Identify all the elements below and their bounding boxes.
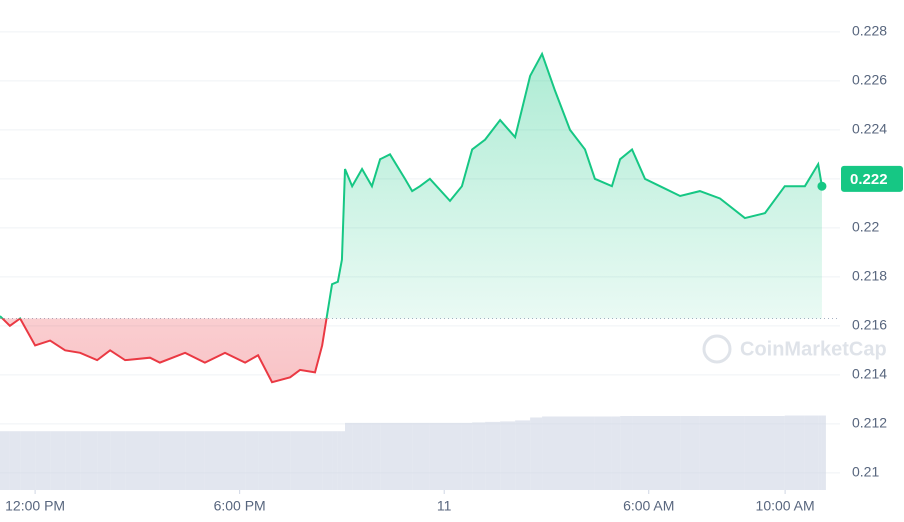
volume-bar (315, 431, 323, 490)
x-tick-label: 6:00 AM (623, 498, 674, 514)
volume-bar (272, 431, 291, 490)
volume-bar (594, 416, 612, 490)
y-tick-label: 0.226 (852, 72, 887, 88)
volume-bar (515, 420, 531, 490)
volume-bar (530, 417, 543, 490)
volume-bar (429, 422, 450, 490)
volume-bar (680, 416, 700, 490)
volume-bar (0, 431, 10, 490)
volume-bar (322, 431, 333, 490)
volume-bar (290, 431, 300, 490)
price-line (0, 51, 823, 319)
watermark-text: CoinMarketCap (740, 338, 887, 360)
volume-bar (110, 431, 126, 490)
x-tick-label: 10:00 AM (756, 498, 815, 514)
volume-bar (9, 431, 21, 490)
y-tick-label: 0.216 (852, 317, 887, 333)
volume-bar (555, 416, 570, 490)
volume-bar (50, 431, 66, 490)
volume-bar (204, 431, 225, 490)
volume-bar (450, 422, 462, 490)
volume-bar (645, 416, 660, 490)
volume-bar (660, 416, 681, 490)
watermark: CoinMarketCap (702, 334, 887, 364)
volume-bar (720, 416, 745, 490)
volume-bar (542, 416, 555, 490)
y-tick-label: 0.214 (852, 366, 887, 382)
volume-bar (159, 431, 186, 490)
volume-bar (345, 422, 353, 490)
volume-bar (632, 416, 645, 490)
volume-bar (20, 431, 36, 490)
area-down (0, 318, 822, 383)
volume-bar (570, 416, 585, 490)
volume-bar (472, 422, 486, 490)
volume-bar (352, 422, 363, 490)
volume-bar (337, 431, 342, 490)
volume-bar (405, 422, 413, 490)
y-tick-label: 0.22 (852, 219, 879, 235)
volume-bar (821, 415, 826, 490)
x-tick-label: 11 (437, 498, 452, 514)
price-tag (841, 165, 903, 192)
y-tick-label: 0.228 (852, 23, 887, 39)
volume-bar (380, 422, 390, 490)
volume-bar (371, 422, 381, 490)
volume-bar (585, 416, 595, 490)
volume-bar (420, 422, 430, 490)
volume-bar (804, 415, 819, 490)
volume-bar (620, 416, 633, 490)
volume-bar (300, 431, 315, 490)
volume-bar (245, 431, 259, 490)
volume-bar (699, 416, 720, 490)
volume-bar (258, 431, 273, 490)
volume-bar (362, 422, 372, 490)
volume-bar (485, 421, 501, 490)
y-tick-label: 0.21 (852, 464, 879, 480)
volume-bar (611, 416, 621, 490)
y-tick-label: 0.218 (852, 268, 887, 284)
volume-bar (341, 431, 345, 490)
volume-bar (412, 422, 420, 490)
y-tick-label: 0.212 (852, 415, 887, 431)
volume-bar (97, 431, 111, 490)
volume-bar (784, 415, 805, 490)
price-tag-label: 0.222 (850, 171, 888, 188)
volume-bar (765, 416, 785, 490)
watermark-logo (702, 334, 732, 364)
volume-bar (150, 431, 160, 490)
volume-bar (500, 421, 516, 490)
volume-bar (185, 431, 205, 490)
price-line (1, 318, 328, 384)
volume-bar (332, 431, 338, 490)
volume-bar (461, 422, 473, 490)
area-up (0, 53, 822, 319)
x-tick-label: 6:00 PM (214, 498, 266, 514)
volume-bar (744, 416, 765, 490)
volume-bar (35, 431, 51, 490)
volume-bar (80, 431, 98, 490)
volume-bar (225, 431, 246, 490)
y-tick-label: 0.224 (852, 121, 887, 137)
x-tick-label: 12:00 PM (5, 498, 65, 514)
volume-bar (390, 422, 405, 490)
volume-bar (65, 431, 81, 490)
volume-bar (125, 431, 150, 490)
volume-bar (818, 415, 822, 490)
last-point (817, 181, 827, 191)
